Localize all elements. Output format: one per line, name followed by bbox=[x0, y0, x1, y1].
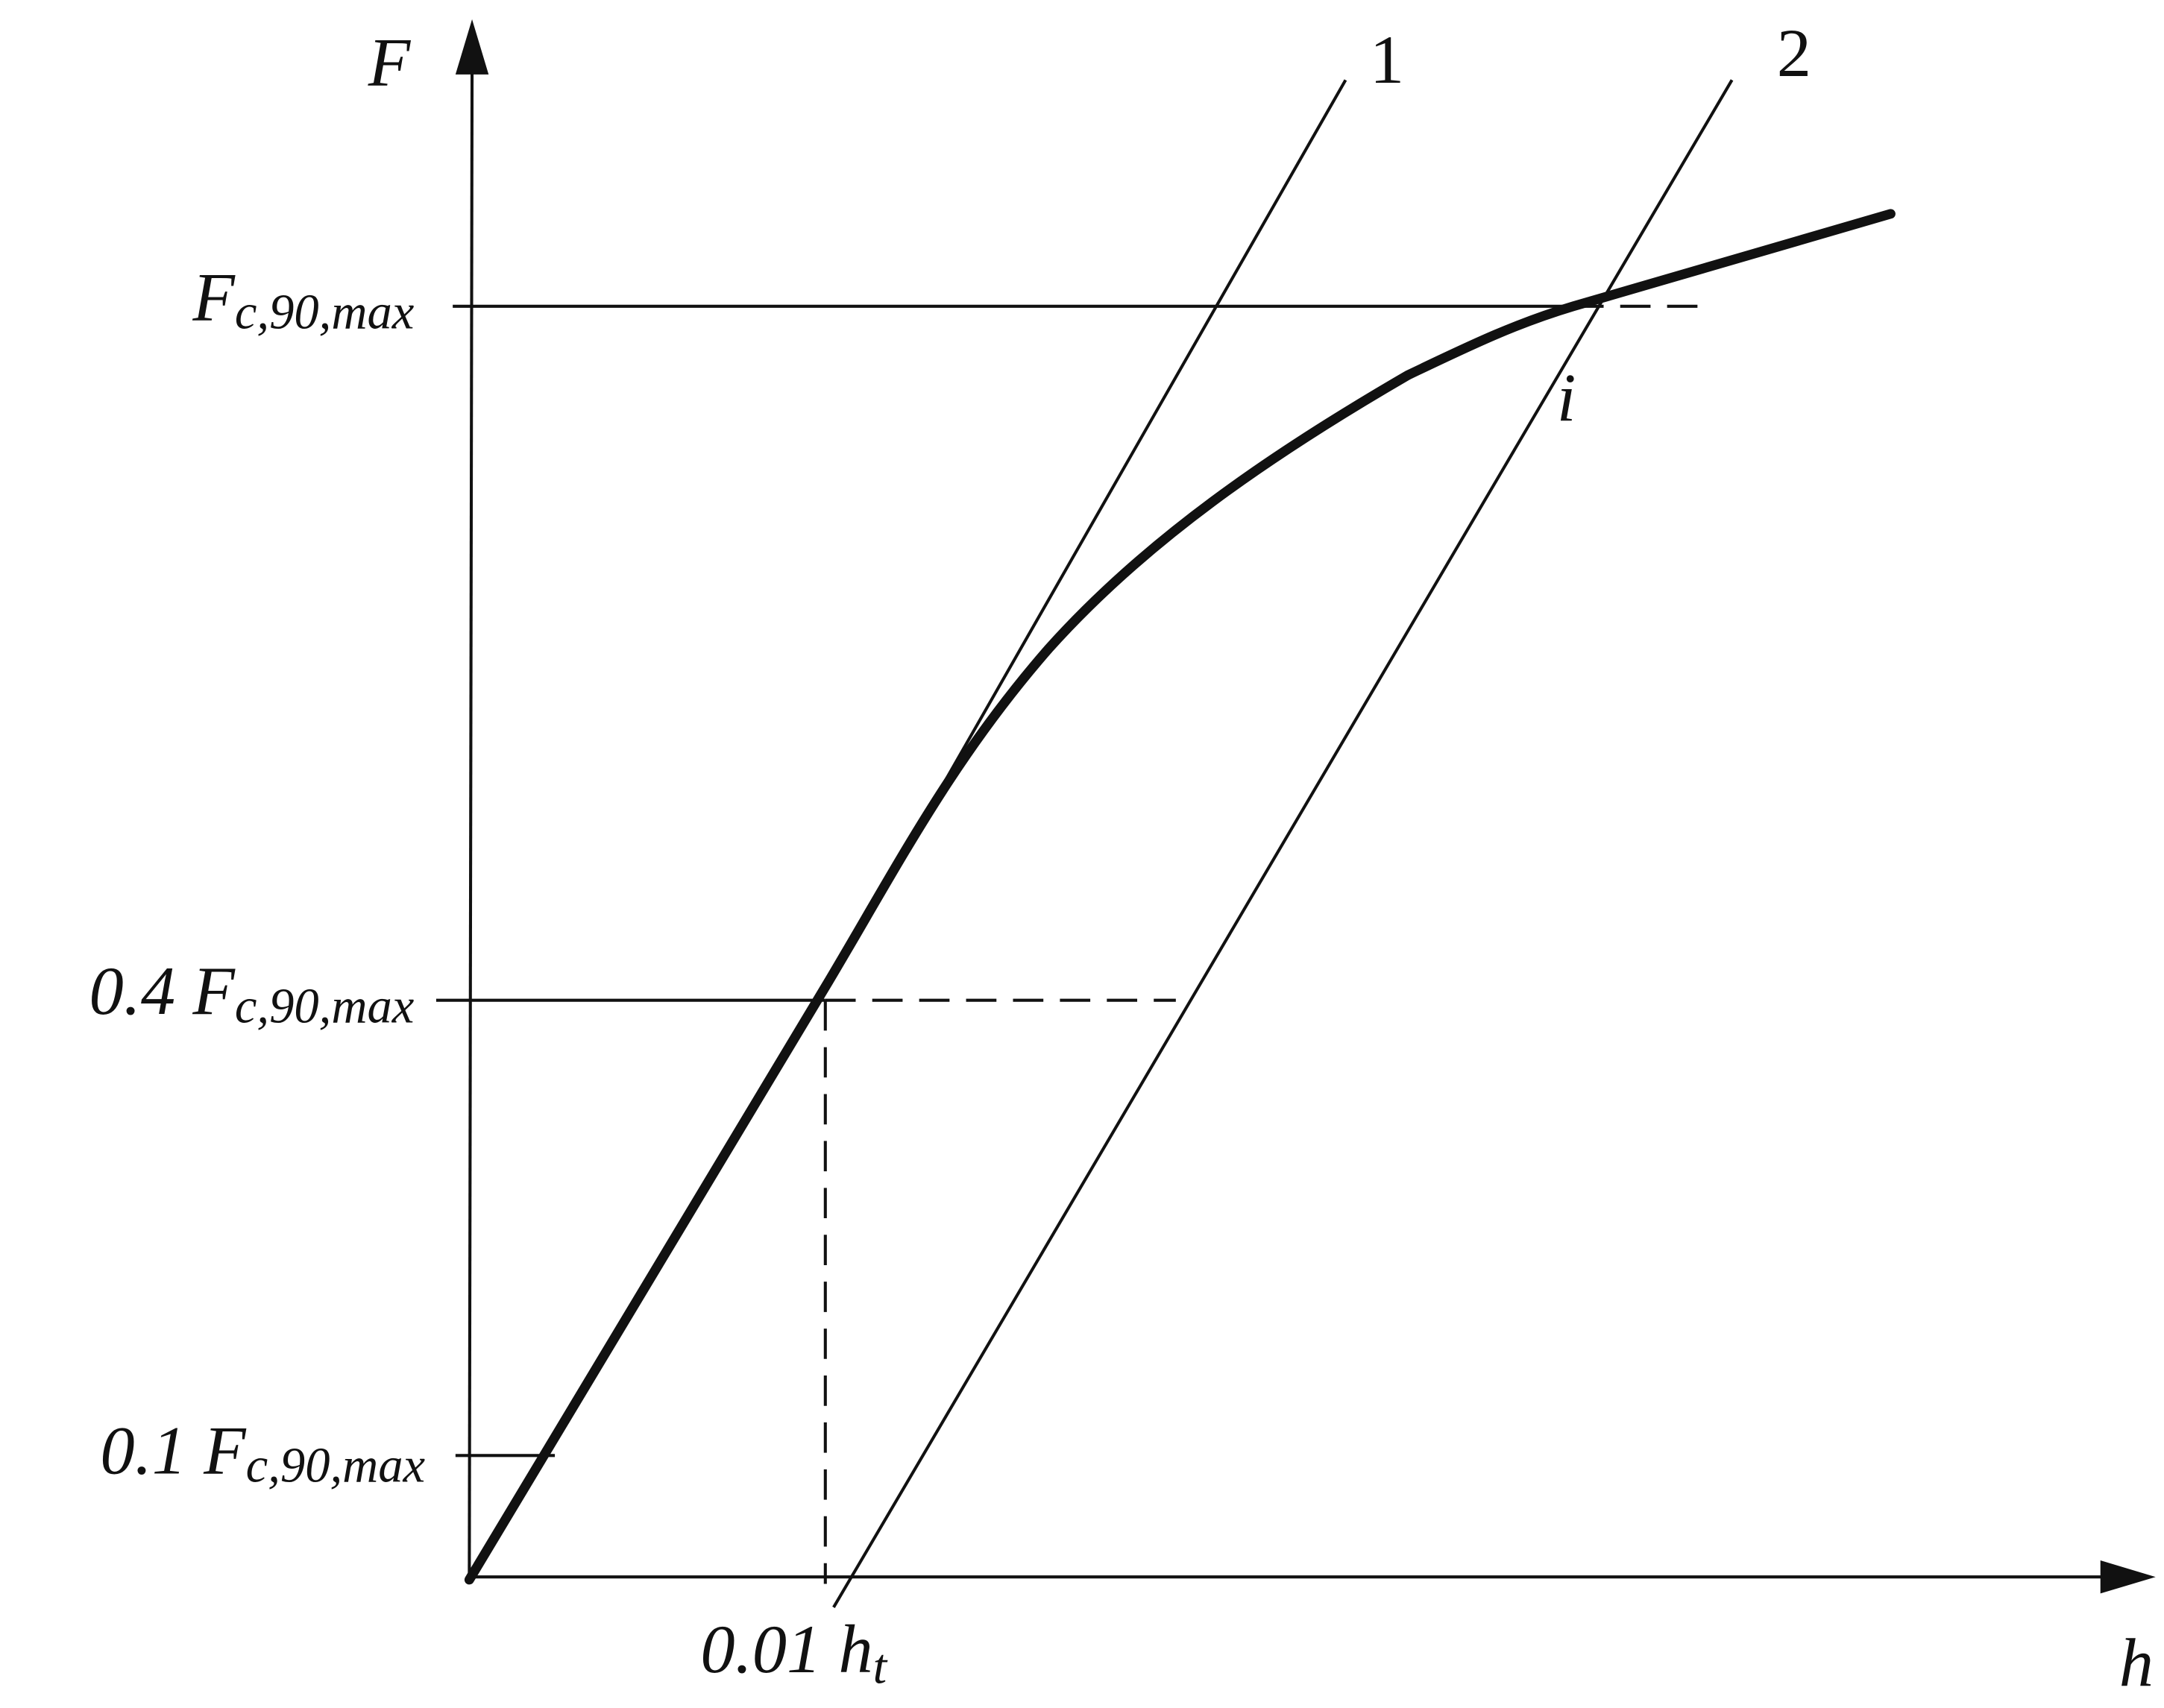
load-curve bbox=[464, 209, 1896, 1585]
subscript: c,90,max bbox=[235, 285, 415, 339]
coefficient: 0.1 bbox=[100, 1413, 186, 1489]
coefficient: 0.4 bbox=[89, 954, 176, 1030]
symbol: F bbox=[192, 259, 236, 335]
y-axis-label: F bbox=[368, 25, 412, 101]
subscript: c,90,max bbox=[235, 979, 415, 1033]
x-axis-arrow bbox=[2100, 1560, 2156, 1594]
symbol: h bbox=[838, 1612, 872, 1688]
coefficient: 0.01 bbox=[700, 1612, 821, 1688]
y-axis-arrow bbox=[455, 19, 489, 75]
point-label: i bbox=[1557, 360, 1576, 436]
y-level-label: 0.4 Fc,90,max bbox=[89, 954, 415, 1033]
symbol: F bbox=[203, 1413, 247, 1489]
x-level-label: 0.01 ht bbox=[700, 1612, 887, 1695]
symbol: F bbox=[192, 954, 236, 1030]
x-axis-label: h bbox=[2119, 1625, 2154, 1701]
line-label: 2 bbox=[1777, 16, 1811, 92]
line-2 bbox=[832, 79, 1734, 1608]
y-axis bbox=[468, 69, 474, 1584]
subscript: t bbox=[873, 1640, 888, 1695]
line-label: 1 bbox=[1370, 22, 1404, 98]
subscript: c,90,max bbox=[246, 1439, 426, 1493]
y-level-label: Fc,90,max bbox=[192, 259, 414, 339]
y-level-label: 0.1 Fc,90,max bbox=[100, 1413, 425, 1493]
